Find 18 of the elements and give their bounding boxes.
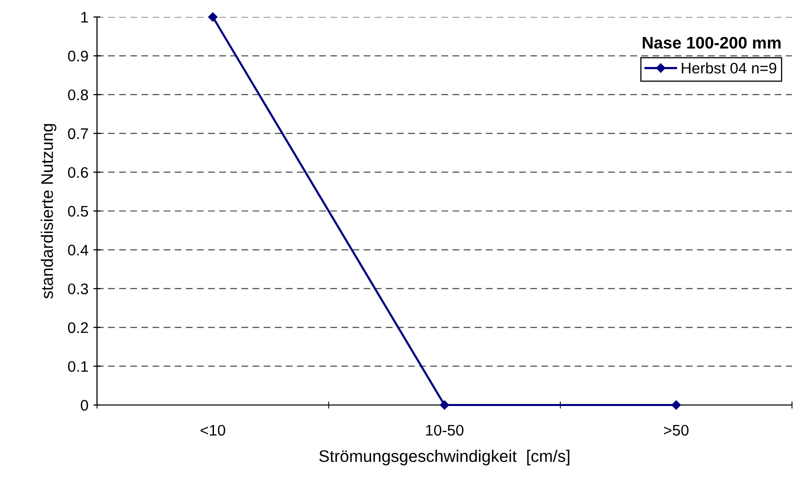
x-axis-title: Strömungsgeschwindigkeit [cm/s] [319, 450, 570, 466]
y-tick-label: 0.7 [68, 128, 88, 140]
y-tick-label: 0.9 [68, 50, 88, 62]
y-tick-label: 0.5 [68, 206, 88, 217]
x-tick-label: >50 [664, 424, 689, 436]
y-tick-label: 0.4 [68, 244, 88, 256]
y-tick-label: 1 [81, 12, 88, 23]
y-axis-title: standardisierte Nutzung [40, 124, 56, 299]
y-tick-label: 0.3 [68, 283, 88, 294]
y-tick-label: 0 [80, 400, 88, 411]
y-tick-label: 0.2 [68, 322, 88, 334]
text: Nase 100-200 mm [642, 36, 781, 49]
x-tick-label: <10 [200, 424, 226, 436]
y-tick-label: 0.8 [68, 89, 88, 100]
y-tick-label: 0.1 [68, 361, 88, 372]
legend-label: Herbst 04 n=9 [682, 62, 776, 74]
y-tick-label: 0.6 [68, 167, 88, 178]
x-tick-label: 10-50 [426, 424, 464, 436]
